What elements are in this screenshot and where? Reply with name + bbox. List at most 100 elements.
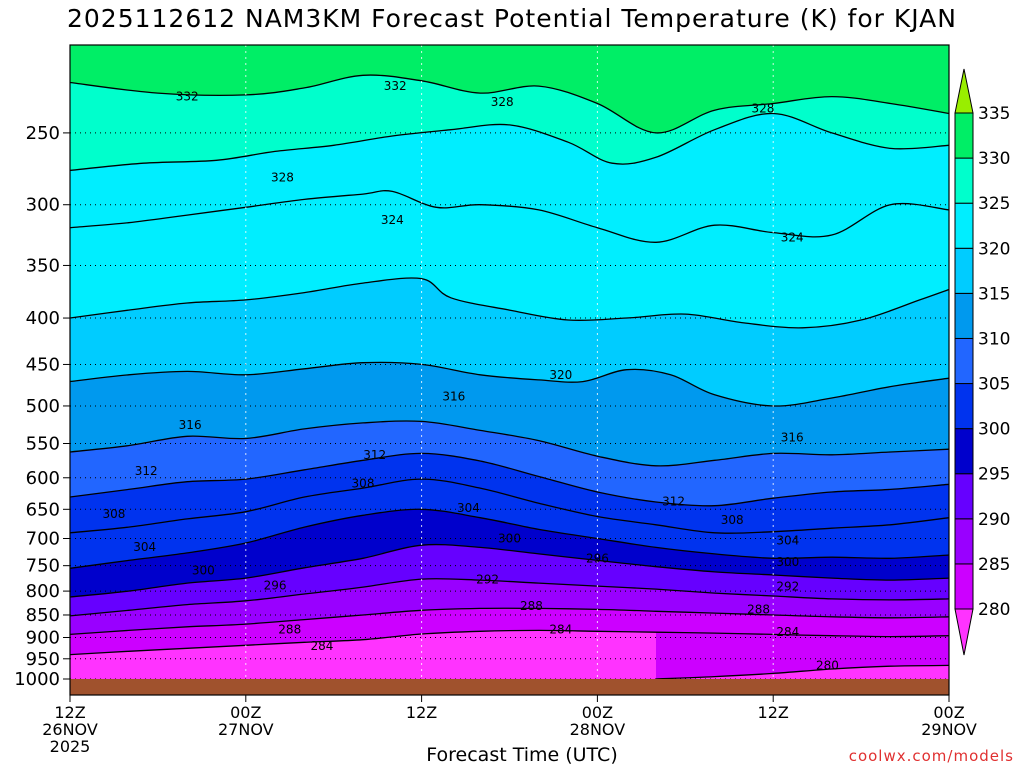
y-tick-label: 300 — [26, 195, 60, 216]
colorbar-box — [954, 383, 974, 430]
y-tick-label: 350 — [26, 255, 60, 276]
contour-label: 312 — [135, 464, 158, 478]
isentrope-288 — [70, 607, 949, 636]
colorbar-label: 300 — [978, 420, 1010, 440]
colorbar-label: 315 — [978, 284, 1010, 304]
contour-label: 284 — [776, 625, 799, 639]
contour-label: 332 — [176, 90, 199, 104]
x-tick-label: 00Z — [230, 703, 261, 722]
x-tick-label: 12Z — [758, 703, 789, 722]
contour-label: 332 — [384, 79, 407, 93]
contour-label: 292 — [776, 580, 799, 594]
colorbar-label: 325 — [978, 194, 1010, 214]
colorbar-box — [954, 473, 974, 520]
contour-label: 300 — [192, 563, 215, 577]
contour-label: 284 — [311, 639, 334, 653]
x-tick-label: 2025 — [50, 737, 91, 756]
contour-label: 320 — [549, 368, 572, 382]
isentrope-328 — [70, 112, 949, 172]
isentrope-308 — [70, 452, 949, 507]
x-axis-label: Forecast Time (UTC) — [426, 744, 618, 766]
contour-label: 284 — [549, 623, 572, 637]
ground-surface — [70, 679, 949, 695]
colorbar-box — [954, 518, 974, 565]
y-tick-label: 1000 — [14, 669, 60, 690]
contour-label: 324 — [781, 230, 804, 244]
colorbar-min-arrow — [954, 608, 974, 656]
isentrope-312 — [70, 420, 949, 467]
isentrope-280 — [655, 664, 949, 680]
x-tick-label: 26NOV — [42, 720, 98, 739]
isentrope-layer — [70, 74, 949, 680]
contour-label: 304 — [457, 501, 480, 515]
x-tick-label: 28NOV — [570, 720, 626, 739]
contour-label: 288 — [520, 599, 543, 613]
colorbar-label: 305 — [978, 375, 1010, 395]
isentrope-296 — [70, 543, 949, 598]
contour-label: 328 — [751, 102, 774, 116]
isentrope-316 — [70, 361, 949, 407]
contour-label: 296 — [264, 579, 287, 593]
colorbar-box — [954, 337, 974, 385]
contour-label-layer: 332 332 328 328 328 324 324 320 316 316 316 312 312 3… — [102, 79, 838, 672]
isentrope-304 — [70, 478, 949, 534]
colorbar-box — [954, 563, 974, 610]
y-tick-label: 450 — [26, 354, 60, 375]
x-tick-label: 12Z — [406, 703, 437, 722]
contour-label: 304 — [133, 540, 156, 554]
y-tick-label: 800 — [26, 581, 60, 602]
colorbar-label: 295 — [978, 465, 1010, 485]
x-tick-label: 27NOV — [218, 720, 274, 739]
theta-fill-layer — [70, 45, 949, 695]
isentrope-320 — [70, 277, 949, 329]
contour-label: 288 — [747, 602, 770, 616]
contour-label: 288 — [278, 623, 301, 637]
contour-label: 316 — [179, 418, 202, 432]
y-tick-label: 550 — [26, 433, 60, 454]
contour-label: 308 — [352, 477, 375, 491]
y-tick-label: 600 — [26, 468, 60, 489]
colorbar-box — [954, 202, 974, 249]
x-tick-label: 00Z — [582, 703, 613, 722]
y-tick-label: 950 — [26, 649, 60, 670]
contour-label: 300 — [776, 555, 799, 569]
colorbar-max-arrow — [954, 68, 974, 114]
y-tick-label: 850 — [26, 605, 60, 626]
chart-title: 2025112612 NAM3KM Forecast Potential Tem… — [66, 4, 957, 33]
colorbar-label: 335 — [978, 104, 1010, 124]
colorbar-box — [954, 157, 974, 204]
colorbar-box — [954, 292, 974, 339]
contour-label: 312 — [363, 448, 386, 462]
contour-label: 328 — [491, 95, 514, 109]
y-tick-label: 250 — [26, 123, 60, 144]
x-tick-label: 29NOV — [921, 720, 977, 739]
contour-label: 312 — [662, 494, 685, 508]
isentrope-292 — [70, 578, 949, 617]
colorbar-label: 280 — [978, 600, 1010, 620]
colorbar-label: 310 — [978, 329, 1010, 349]
isentrope-284 — [70, 629, 949, 656]
contour-label: 316 — [781, 431, 804, 445]
x-tick-label: 12Z — [54, 703, 85, 722]
colorbar-box — [954, 428, 974, 475]
contour-label: 316 — [442, 389, 465, 403]
y-tick-label: 700 — [26, 528, 60, 549]
credit-link[interactable]: coolwx.com/models — [848, 747, 1014, 765]
colorbar-label: 290 — [978, 510, 1010, 530]
contour-label: 308 — [102, 507, 125, 521]
colorbar-label: 330 — [978, 149, 1010, 169]
isentrope-300 — [70, 508, 949, 569]
contour-label: 292 — [476, 573, 499, 587]
colorbar-label: 285 — [978, 555, 1010, 575]
colorbar-label: 320 — [978, 239, 1010, 259]
y-tick-label: 400 — [26, 308, 60, 329]
contour-label: 280 — [816, 658, 839, 672]
contour-label: 300 — [498, 531, 521, 545]
colorbar: 280 285 290 295 300 305 310 315 320 325 330 335 — [954, 68, 1010, 656]
x-tick-label: 00Z — [933, 703, 964, 722]
y-tick-label: 900 — [26, 627, 60, 648]
colorbar-box — [954, 112, 974, 159]
y-tick-label: 650 — [26, 499, 60, 520]
